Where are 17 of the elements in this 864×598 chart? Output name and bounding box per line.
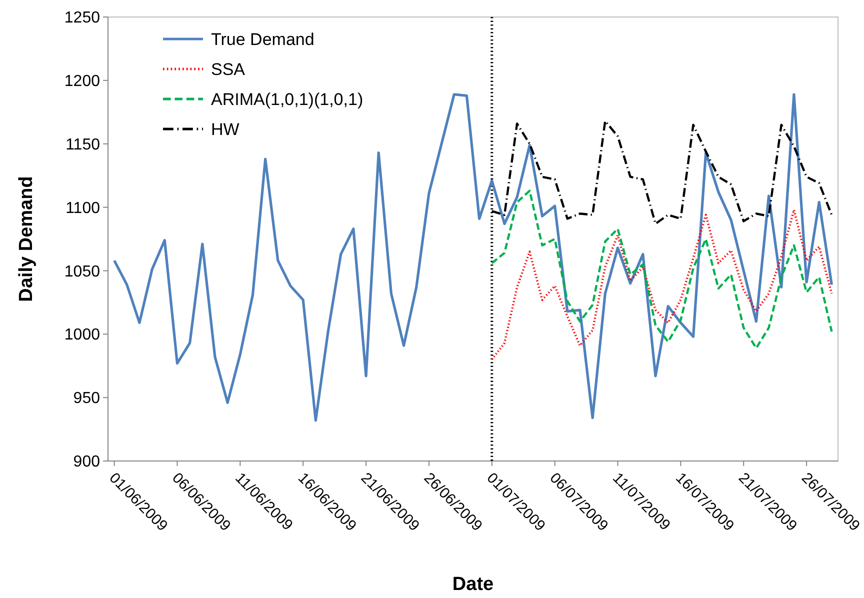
legend-label: SSA: [211, 60, 246, 79]
line-series: [490, 190, 833, 350]
y-tick-label: 1000: [64, 326, 100, 344]
y-tick-label: 1050: [64, 263, 100, 280]
legend-label: True Demand: [211, 30, 314, 49]
y-tick-label: 950: [73, 390, 100, 408]
y-tick-label: 900: [73, 454, 100, 471]
line-series: [112, 93, 834, 422]
legend-label: HW: [211, 120, 240, 139]
y-tick-label: 1150: [66, 136, 100, 154]
line-series: [490, 208, 833, 361]
y-tick-label: 1250: [64, 10, 100, 27]
legend-label: ARIMA(1,0,1)(1,0,1): [211, 90, 364, 109]
x-axis-title: Date: [452, 574, 494, 595]
y-tick-label: 1100: [66, 200, 100, 217]
y-tick-label: 1200: [64, 73, 100, 90]
y-axis-title: Daily Demand: [16, 176, 37, 302]
